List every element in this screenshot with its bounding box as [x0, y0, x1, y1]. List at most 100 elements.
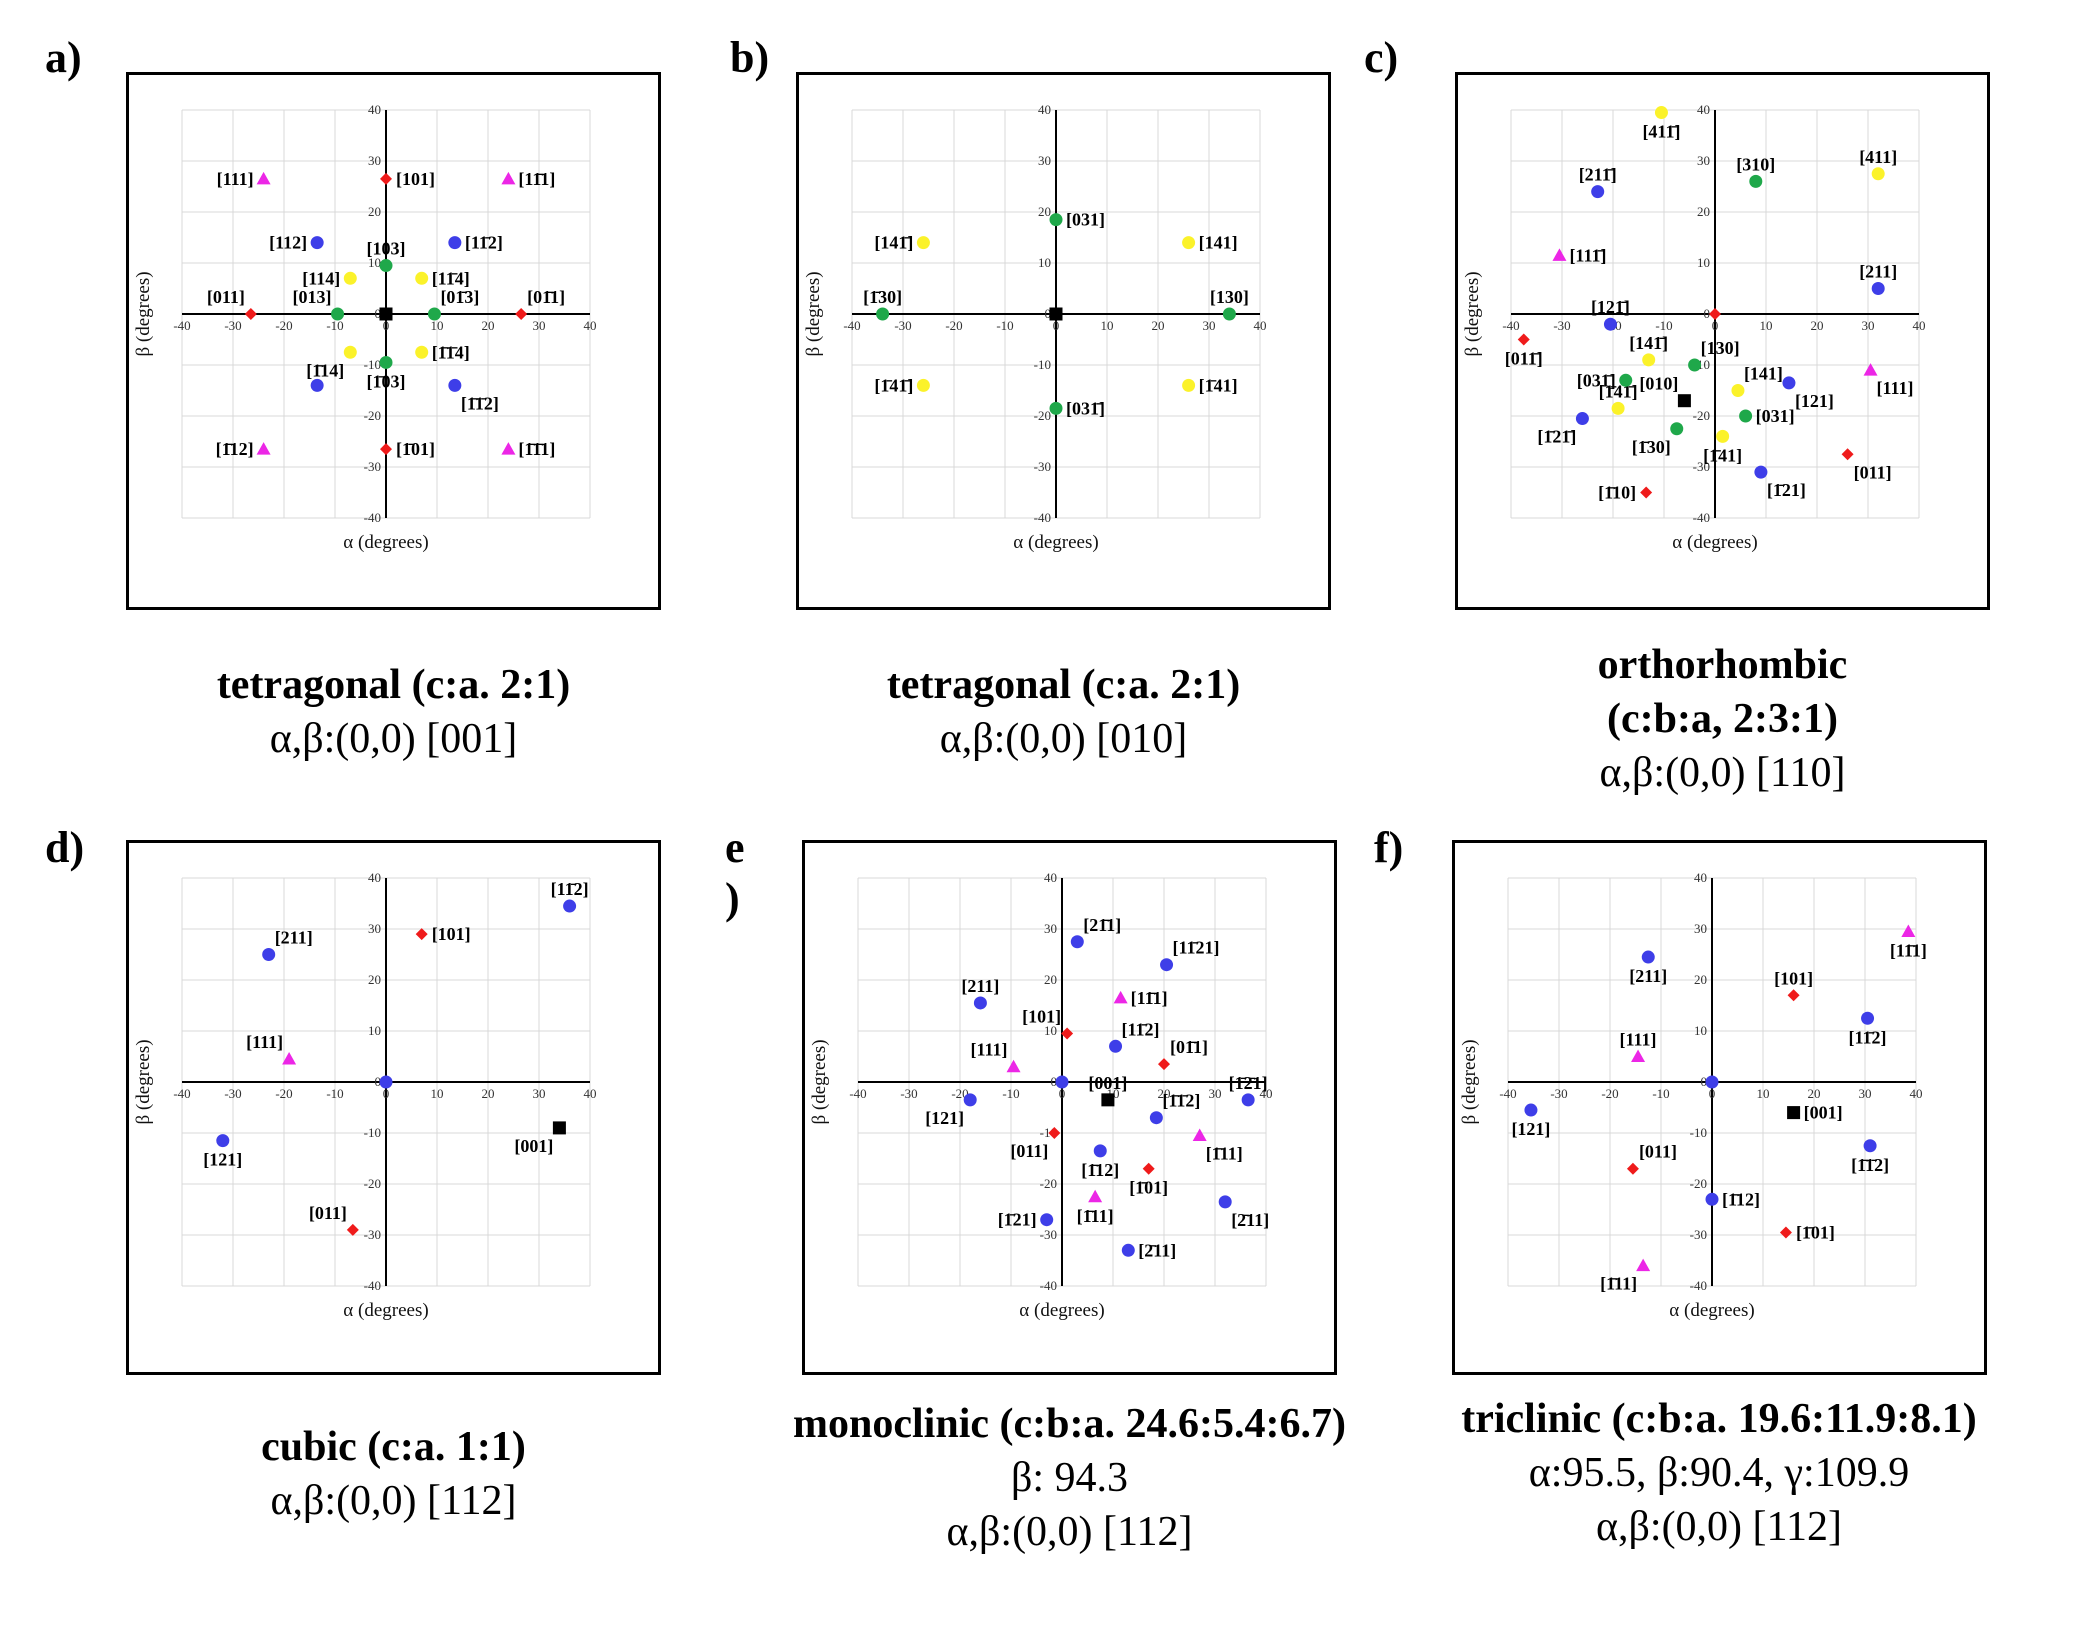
- plot-frame-f: -40 -40 -30 -30 -20 -20 -10 -10 0 0 10 10 20 20 30 30 40…: [1452, 840, 1987, 1375]
- data-point-triangle: [256, 442, 271, 455]
- point-label: [101]: [396, 169, 435, 189]
- data-point-circle: [1871, 282, 1885, 295]
- caption-b: tetragonal (c:a. 2:1) α,β:(0,0) [010]: [796, 658, 1331, 766]
- point-label: [1̄2̄1]: [1229, 1073, 1268, 1093]
- caption-e-line-1: monoclinic (c:b:a. 24.6:5.4:6.7): [793, 1401, 1346, 1447]
- caption-f: triclinic (c:b:a. 19.6:11.9:8.1) α:95.5,…: [1419, 1392, 2019, 1554]
- point-label: [1̄01]: [396, 439, 435, 459]
- y-axis-title: β (degrees): [803, 271, 824, 356]
- y-tick-label: -10: [1034, 357, 1051, 372]
- x-tick-label: 40: [1254, 318, 1267, 333]
- point-label: [101]: [432, 924, 471, 944]
- caption-c: orthorhombic (c:b:a, 2:3:1) α,β:(0,0) [1…: [1455, 638, 1990, 800]
- point-label: [1̄1̄4]: [432, 342, 470, 362]
- point-label: [1̄21]: [998, 1210, 1037, 1230]
- point-label: [1̄01]: [1129, 1178, 1168, 1198]
- y-tick-label: 30: [368, 153, 381, 168]
- y-tick-label: 10: [1038, 255, 1051, 270]
- data-point-circle: [1575, 412, 1589, 426]
- caption-d: cubic (c:a. 1:1) α,β:(0,0) [112]: [126, 1420, 661, 1528]
- point-label: [011̄]: [1505, 349, 1543, 369]
- point-label: [121]: [203, 1150, 242, 1170]
- point-label: [013]: [293, 287, 332, 307]
- point-label: [141̄]: [874, 233, 913, 253]
- point-label: [111]: [971, 1040, 1008, 1060]
- y-tick-label: -40: [1693, 510, 1710, 525]
- x-tick-label: -40: [1499, 1086, 1516, 1101]
- data-point-circle: [1861, 1011, 1875, 1025]
- data-point-triangle: [1901, 924, 1916, 938]
- x-tick-label: -30: [894, 318, 911, 333]
- data-point-circle: [415, 271, 429, 285]
- point-label: [1̄1̄1]: [518, 439, 555, 459]
- data-point-square: [379, 307, 393, 321]
- point-label: [1̄30]: [863, 287, 902, 307]
- scatter-chart-b: -40 -40 -30 -30 -20 -20 -10 -10 00 10 10 20 20 30 30 40…: [803, 102, 1267, 553]
- point-label: [111]: [1620, 1030, 1657, 1050]
- point-label: [1̄1̄2]: [1851, 1155, 1889, 1175]
- data-point-circle: [1782, 376, 1796, 390]
- y-axis-title: β (degrees): [133, 271, 154, 356]
- x-tick-label: 20: [1811, 318, 1824, 333]
- data-point-triangle: [1088, 1189, 1103, 1203]
- point-label: [121̄]: [1591, 297, 1630, 317]
- data-point-circle: [963, 1093, 977, 1107]
- data-point-circle: [1218, 1195, 1232, 1209]
- data-point-circle: [1049, 213, 1063, 227]
- y-tick-label: 20: [1044, 972, 1057, 987]
- point-label: [1̄21]: [1767, 480, 1806, 500]
- y-tick-label: 0: [1051, 1074, 1058, 1089]
- caption-f-line-2: α:95.5, β:90.4, γ:109.9: [1528, 1450, 1910, 1496]
- point-label: [1̄41]: [1199, 375, 1238, 395]
- caption-c-line-2: (c:b:a, 2:3:1): [1607, 696, 1838, 742]
- point-label: [031]: [1756, 406, 1795, 426]
- data-point-circle: [1716, 429, 1730, 443]
- x-tick-label: 30: [1859, 1086, 1872, 1101]
- data-point-triangle: [1006, 1059, 1021, 1073]
- point-label: [11̄2]: [551, 879, 589, 899]
- y-tick-label: 0: [1704, 306, 1711, 321]
- data-point-circle: [876, 307, 890, 321]
- y-tick-label: 0: [1045, 306, 1052, 321]
- x-tick-label: 10: [431, 1086, 444, 1101]
- data-point-circle: [1160, 958, 1174, 972]
- y-tick-label: -30: [1034, 459, 1051, 474]
- y-tick-label: -30: [1690, 1227, 1707, 1242]
- x-tick-label: 40: [1260, 1086, 1273, 1101]
- y-tick-label: -20: [1693, 408, 1710, 423]
- point-label: [211]: [1859, 262, 1897, 282]
- data-point-circle: [563, 899, 577, 913]
- caption-f-line-1: triclinic (c:b:a. 19.6:11.9:8.1): [1461, 1396, 1977, 1442]
- data-point-triangle: [1863, 363, 1878, 376]
- point-label: [141]: [1744, 364, 1783, 384]
- plot-frame-e: -40-40-30-30-20-20-10-100010102020303040…: [802, 840, 1337, 1375]
- point-label: [1̄12]: [216, 439, 254, 459]
- data-point-circle: [343, 271, 357, 285]
- panel-letter-e: e ): [725, 823, 745, 923]
- point-label: [1̄03]: [367, 371, 406, 391]
- point-label: [001]: [514, 1136, 553, 1156]
- point-label: [031]: [1066, 210, 1105, 230]
- point-label: [01̄1]: [527, 287, 565, 307]
- point-label: [1̄11]: [1206, 1144, 1243, 1164]
- point-label: [111]: [1877, 378, 1914, 398]
- y-tick-label: -20: [364, 1176, 381, 1191]
- y-tick-label: 10: [1044, 1023, 1057, 1038]
- y-tick-label: 10: [1697, 255, 1710, 270]
- data-point-square: [1677, 394, 1691, 408]
- data-point-circle: [1705, 1075, 1719, 1089]
- point-label: [310]: [1736, 154, 1775, 174]
- data-point-circle: [1739, 409, 1753, 423]
- point-label: [1̄1̄2]: [461, 393, 499, 413]
- y-tick-label: -20: [1690, 1176, 1707, 1191]
- x-tick-label: -20: [275, 1086, 292, 1101]
- caption-a: tetragonal (c:a. 2:1) α,β:(0,0) [001]: [126, 658, 661, 766]
- data-point-circle: [1670, 422, 1684, 436]
- data-point-diamond: [415, 928, 428, 941]
- data-point-diamond: [1048, 1127, 1061, 1139]
- data-point-circle: [1641, 950, 1655, 964]
- data-point-circle: [1070, 935, 1084, 949]
- panel-letter-c: c): [1364, 33, 1399, 82]
- point-label: [111̄]: [1569, 245, 1606, 265]
- y-tick-label: 0: [375, 306, 382, 321]
